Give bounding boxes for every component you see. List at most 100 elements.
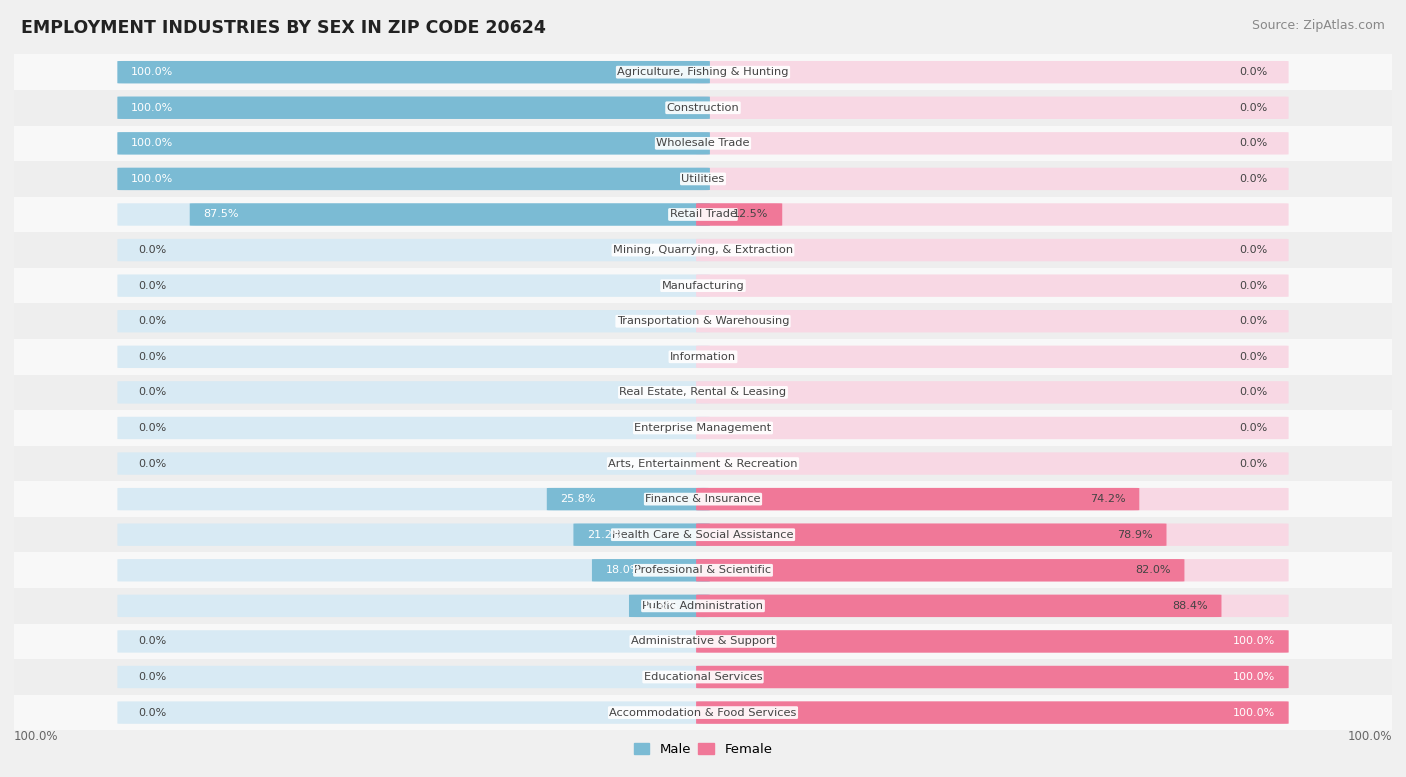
FancyBboxPatch shape xyxy=(118,416,710,439)
FancyBboxPatch shape xyxy=(696,702,1289,724)
Text: 100.0%: 100.0% xyxy=(131,138,173,148)
Text: 0.0%: 0.0% xyxy=(1240,388,1268,397)
FancyBboxPatch shape xyxy=(696,488,1139,510)
FancyBboxPatch shape xyxy=(118,666,710,688)
Text: Wholesale Trade: Wholesale Trade xyxy=(657,138,749,148)
FancyBboxPatch shape xyxy=(118,132,710,155)
FancyBboxPatch shape xyxy=(547,488,710,510)
FancyBboxPatch shape xyxy=(574,524,710,546)
FancyBboxPatch shape xyxy=(696,204,782,225)
Text: 18.0%: 18.0% xyxy=(606,566,641,575)
FancyBboxPatch shape xyxy=(118,96,710,119)
Text: Retail Trade: Retail Trade xyxy=(669,210,737,219)
Text: Administrative & Support: Administrative & Support xyxy=(631,636,775,646)
Text: Public Administration: Public Administration xyxy=(643,601,763,611)
Text: 74.2%: 74.2% xyxy=(1090,494,1126,504)
FancyBboxPatch shape xyxy=(118,630,710,653)
FancyBboxPatch shape xyxy=(696,666,1289,688)
FancyBboxPatch shape xyxy=(118,452,710,475)
Text: Construction: Construction xyxy=(666,103,740,113)
FancyBboxPatch shape xyxy=(14,517,1392,552)
Text: 0.0%: 0.0% xyxy=(138,672,166,682)
Text: Utilities: Utilities xyxy=(682,174,724,184)
Text: 0.0%: 0.0% xyxy=(138,245,166,255)
FancyBboxPatch shape xyxy=(14,197,1392,232)
FancyBboxPatch shape xyxy=(118,346,710,368)
FancyBboxPatch shape xyxy=(696,132,1289,155)
FancyBboxPatch shape xyxy=(696,96,1289,119)
FancyBboxPatch shape xyxy=(14,659,1392,695)
FancyBboxPatch shape xyxy=(14,588,1392,624)
Text: 0.0%: 0.0% xyxy=(138,388,166,397)
FancyBboxPatch shape xyxy=(14,552,1392,588)
FancyBboxPatch shape xyxy=(696,61,1289,83)
Text: 0.0%: 0.0% xyxy=(1240,458,1268,469)
FancyBboxPatch shape xyxy=(118,61,710,83)
Text: 0.0%: 0.0% xyxy=(138,352,166,362)
Text: Finance & Insurance: Finance & Insurance xyxy=(645,494,761,504)
Text: Manufacturing: Manufacturing xyxy=(662,280,744,291)
Text: 0.0%: 0.0% xyxy=(138,280,166,291)
Text: 100.0%: 100.0% xyxy=(131,67,173,77)
FancyBboxPatch shape xyxy=(14,90,1392,126)
Text: Transportation & Warehousing: Transportation & Warehousing xyxy=(617,316,789,326)
FancyBboxPatch shape xyxy=(118,168,710,190)
FancyBboxPatch shape xyxy=(14,268,1392,304)
FancyBboxPatch shape xyxy=(14,695,1392,730)
Text: Enterprise Management: Enterprise Management xyxy=(634,423,772,433)
FancyBboxPatch shape xyxy=(14,126,1392,161)
FancyBboxPatch shape xyxy=(696,630,1289,653)
FancyBboxPatch shape xyxy=(118,204,710,225)
Text: Mining, Quarrying, & Extraction: Mining, Quarrying, & Extraction xyxy=(613,245,793,255)
Text: 11.6%: 11.6% xyxy=(643,601,678,611)
FancyBboxPatch shape xyxy=(696,204,1289,225)
Text: Educational Services: Educational Services xyxy=(644,672,762,682)
FancyBboxPatch shape xyxy=(592,559,710,581)
Text: 0.0%: 0.0% xyxy=(1240,103,1268,113)
Text: 0.0%: 0.0% xyxy=(1240,67,1268,77)
FancyBboxPatch shape xyxy=(696,168,1289,190)
Text: 0.0%: 0.0% xyxy=(138,423,166,433)
Text: Arts, Entertainment & Recreation: Arts, Entertainment & Recreation xyxy=(609,458,797,469)
FancyBboxPatch shape xyxy=(14,304,1392,339)
FancyBboxPatch shape xyxy=(14,339,1392,375)
FancyBboxPatch shape xyxy=(118,559,710,581)
FancyBboxPatch shape xyxy=(118,274,710,297)
Text: 100.0%: 100.0% xyxy=(1233,708,1275,718)
Text: Real Estate, Rental & Leasing: Real Estate, Rental & Leasing xyxy=(620,388,786,397)
Text: 100.0%: 100.0% xyxy=(131,174,173,184)
Text: 82.0%: 82.0% xyxy=(1135,566,1171,575)
FancyBboxPatch shape xyxy=(118,132,710,155)
FancyBboxPatch shape xyxy=(696,630,1289,653)
FancyBboxPatch shape xyxy=(14,232,1392,268)
Text: Information: Information xyxy=(669,352,737,362)
Legend: Male, Female: Male, Female xyxy=(628,737,778,761)
FancyBboxPatch shape xyxy=(696,594,1222,617)
FancyBboxPatch shape xyxy=(14,481,1392,517)
FancyBboxPatch shape xyxy=(696,346,1289,368)
Text: Agriculture, Fishing & Hunting: Agriculture, Fishing & Hunting xyxy=(617,67,789,77)
FancyBboxPatch shape xyxy=(696,559,1289,581)
FancyBboxPatch shape xyxy=(696,382,1289,403)
Text: 0.0%: 0.0% xyxy=(138,316,166,326)
FancyBboxPatch shape xyxy=(696,274,1289,297)
Text: 100.0%: 100.0% xyxy=(1233,672,1275,682)
Text: 0.0%: 0.0% xyxy=(1240,174,1268,184)
FancyBboxPatch shape xyxy=(118,96,710,119)
Text: 88.4%: 88.4% xyxy=(1173,601,1208,611)
Text: 0.0%: 0.0% xyxy=(1240,245,1268,255)
FancyBboxPatch shape xyxy=(696,416,1289,439)
FancyBboxPatch shape xyxy=(118,382,710,403)
FancyBboxPatch shape xyxy=(696,559,1184,581)
FancyBboxPatch shape xyxy=(628,594,710,617)
FancyBboxPatch shape xyxy=(14,375,1392,410)
FancyBboxPatch shape xyxy=(14,410,1392,446)
Text: 12.5%: 12.5% xyxy=(733,210,769,219)
Text: 0.0%: 0.0% xyxy=(1240,138,1268,148)
FancyBboxPatch shape xyxy=(14,161,1392,197)
FancyBboxPatch shape xyxy=(118,239,710,261)
Text: Professional & Scientific: Professional & Scientific xyxy=(634,566,772,575)
FancyBboxPatch shape xyxy=(696,594,1289,617)
FancyBboxPatch shape xyxy=(14,624,1392,659)
Text: 0.0%: 0.0% xyxy=(138,458,166,469)
